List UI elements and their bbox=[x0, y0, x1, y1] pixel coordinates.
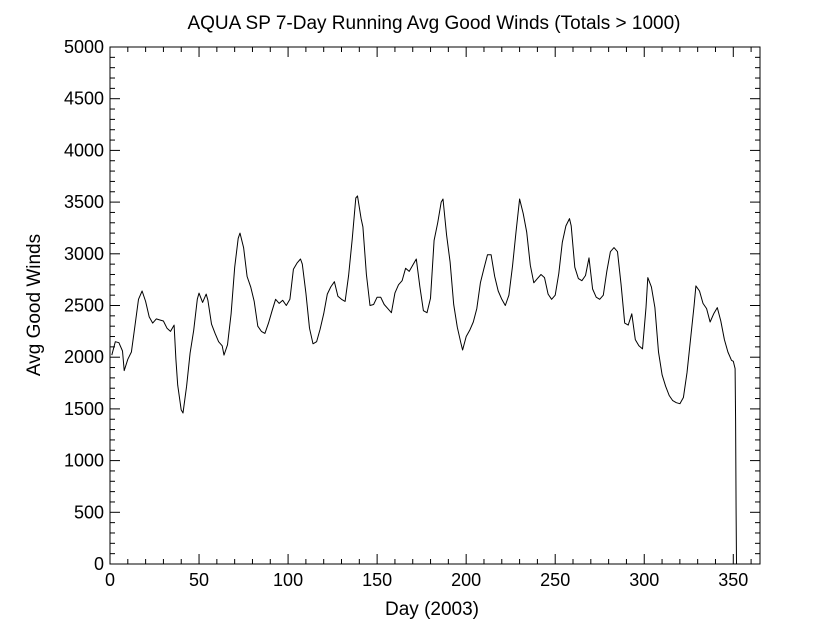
x-tick-label: 100 bbox=[273, 570, 303, 590]
axis-ticks bbox=[109, 46, 760, 565]
series-line bbox=[111, 195, 737, 565]
chart-title: AQUA SP 7-Day Running Avg Good Winds (To… bbox=[187, 13, 680, 34]
y-tick-label: 1000 bbox=[64, 451, 104, 471]
y-tick-label: 4000 bbox=[64, 140, 104, 160]
x-tick-label: 250 bbox=[540, 570, 570, 590]
x-tick-label: 200 bbox=[451, 570, 481, 590]
series-layer bbox=[111, 195, 737, 565]
x-tick-label: 300 bbox=[629, 570, 659, 590]
y-tick-label: 2000 bbox=[64, 347, 104, 367]
x-tick-label: 350 bbox=[718, 570, 748, 590]
y-tick-label: 5000 bbox=[64, 37, 104, 57]
y-tick-label: 3000 bbox=[64, 244, 104, 264]
x-tick-label: 150 bbox=[362, 570, 392, 590]
y-tick-label: 0 bbox=[94, 554, 104, 574]
y-axis-title: Avg Good Winds bbox=[24, 234, 45, 376]
x-axis-title: Day (2003) bbox=[385, 599, 479, 620]
plot-frame bbox=[109, 46, 761, 565]
x-tick-label: 50 bbox=[189, 570, 209, 590]
y-tick-label: 3500 bbox=[64, 192, 104, 212]
y-tick-label: 2500 bbox=[64, 296, 104, 316]
y-tick-label: 4500 bbox=[64, 89, 104, 109]
y-tick-label: 1500 bbox=[64, 399, 104, 419]
y-tick-label: 500 bbox=[74, 502, 104, 522]
x-tick-label: 0 bbox=[105, 570, 115, 590]
tick-labels: 0 50 100 150 200 250 300 3500500100015002000250… bbox=[64, 37, 748, 590]
